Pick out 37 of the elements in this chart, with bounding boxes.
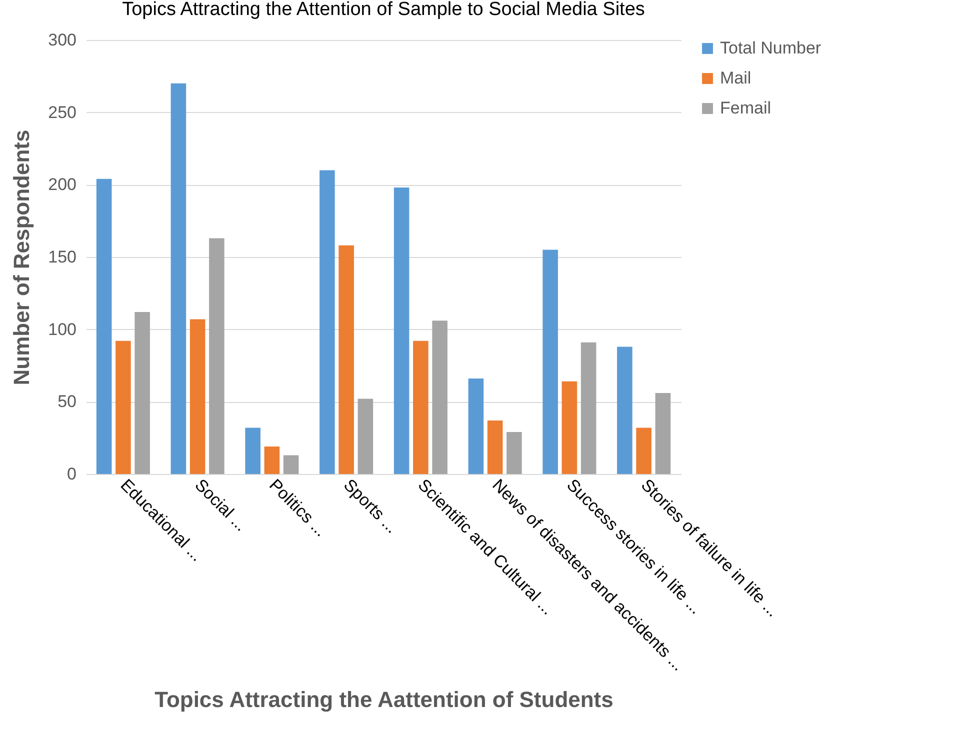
y-tick-label: 250 [48,102,76,122]
bar [506,432,522,474]
bar [394,188,410,474]
bar [358,398,374,474]
y-tick-label: 300 [48,30,76,50]
bar [338,245,354,474]
bar [580,342,596,474]
y-tick-label: 50 [58,392,76,412]
bar [413,340,428,474]
bar [562,381,578,474]
bar [542,250,558,474]
bar [655,392,671,474]
y-tick-label: 0 [67,464,76,484]
legend-label: Mail [720,68,752,88]
bar [209,238,224,474]
bar [636,428,652,474]
bar [487,420,503,474]
legend-label: Total Number [720,38,822,58]
bar [170,83,186,474]
bar [468,378,484,474]
y-tick-label: 150 [48,248,76,266]
x-axis-title: Topics Attracting the Aattention of Students [154,686,614,712]
bar [432,320,448,474]
bar [96,178,112,474]
bar [617,346,632,474]
y-tick-label: 200 [48,175,76,194]
bar [245,428,260,474]
chart-title: Topics Attracting the Attention of Sample to Social Media Sites [122,0,645,20]
legend-label: Femail [720,98,772,118]
bar [264,446,280,474]
bar [134,312,150,474]
y-axis-title: Number of Respondents [9,130,34,386]
bar [116,340,131,474]
y-tick-label: 100 [48,320,76,339]
bar [320,170,335,474]
bar [190,319,206,474]
bar [283,455,299,474]
